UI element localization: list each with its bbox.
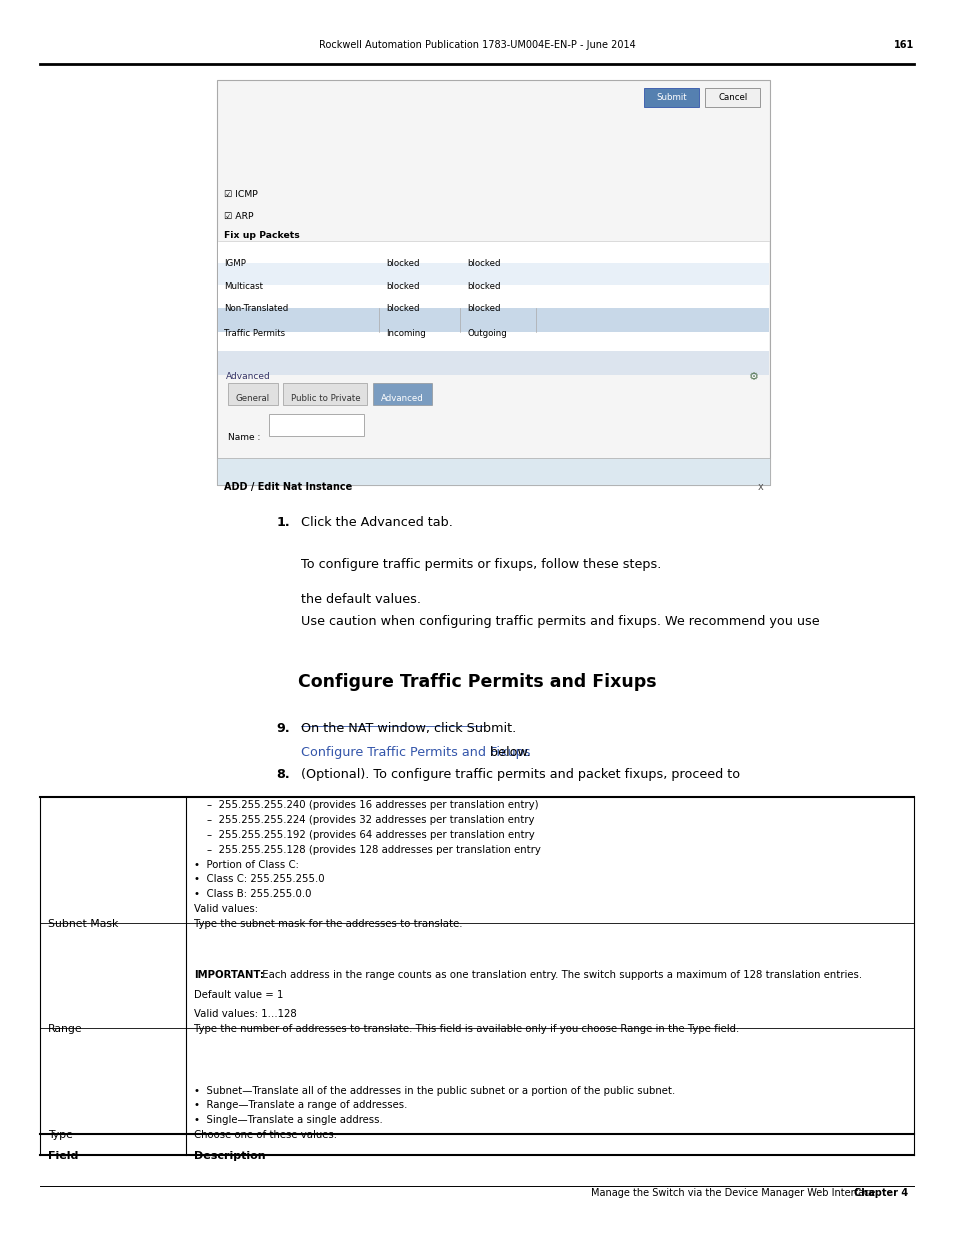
Text: Each address in the range counts as one translation entry. The switch supports a: Each address in the range counts as one … xyxy=(259,971,862,981)
Text: Use caution when configuring traffic permits and fixups. We recommend you use: Use caution when configuring traffic per… xyxy=(300,615,819,629)
Text: Chapter 4: Chapter 4 xyxy=(853,1188,907,1198)
Text: blocked: blocked xyxy=(467,282,500,290)
Text: Traffic Permits: Traffic Permits xyxy=(224,329,285,337)
Bar xyxy=(217,263,768,285)
Text: blocked: blocked xyxy=(467,304,500,312)
Text: Type the subnet mask for the addresses to translate.: Type the subnet mask for the addresses t… xyxy=(193,919,461,929)
Text: ☑ ARP: ☑ ARP xyxy=(224,212,253,221)
Text: Configure Traffic Permits and Fixups: Configure Traffic Permits and Fixups xyxy=(300,746,530,760)
Text: ⚙: ⚙ xyxy=(748,372,758,382)
Text: 9.: 9. xyxy=(276,722,290,736)
Text: ☑ ICMP: ☑ ICMP xyxy=(224,190,258,199)
Text: Default value = 1: Default value = 1 xyxy=(193,989,283,999)
Bar xyxy=(216,458,769,485)
Text: Name :: Name : xyxy=(228,433,260,442)
Bar xyxy=(373,383,432,405)
Text: IMPORTANT:: IMPORTANT: xyxy=(193,971,263,981)
Bar xyxy=(217,308,768,332)
Text: ADD / Edit Nat Instance: ADD / Edit Nat Instance xyxy=(224,482,352,492)
Text: Field: Field xyxy=(48,1151,78,1161)
Text: Incoming: Incoming xyxy=(386,329,426,337)
Text: •  Range—Translate a range of addresses.: • Range—Translate a range of addresses. xyxy=(193,1100,407,1110)
Text: Click the Advanced tab.: Click the Advanced tab. xyxy=(300,516,452,530)
Bar xyxy=(217,332,768,351)
Text: below.: below. xyxy=(485,746,530,760)
Text: Advanced: Advanced xyxy=(381,394,423,403)
Bar xyxy=(643,88,699,107)
Bar xyxy=(216,80,769,485)
Text: –  255.255.255.224 (provides 32 addresses per translation entry: – 255.255.255.224 (provides 32 addresses… xyxy=(193,815,534,825)
Text: Public to Private: Public to Private xyxy=(291,394,359,403)
Text: •  Single—Translate a single address.: • Single—Translate a single address. xyxy=(193,1115,382,1125)
Bar xyxy=(217,285,768,308)
Text: x: x xyxy=(757,482,762,492)
Bar xyxy=(228,383,277,405)
Text: To configure traffic permits or fixups, follow these steps.: To configure traffic permits or fixups, … xyxy=(300,558,660,572)
Text: the default values.: the default values. xyxy=(300,593,420,606)
Text: Choose one of these values:: Choose one of these values: xyxy=(193,1130,336,1140)
Text: •  Portion of Class C:: • Portion of Class C: xyxy=(193,860,298,869)
Bar xyxy=(269,414,364,436)
Text: 1.: 1. xyxy=(276,516,290,530)
Text: –  255.255.255.240 (provides 16 addresses per translation entry): – 255.255.255.240 (provides 16 addresses… xyxy=(193,800,537,810)
Text: 161: 161 xyxy=(893,40,913,49)
Text: Valid values:: Valid values: xyxy=(193,904,257,914)
Text: Description: Description xyxy=(193,1151,265,1161)
Text: Configure Traffic Permits and Fixups: Configure Traffic Permits and Fixups xyxy=(297,673,656,692)
Text: blocked: blocked xyxy=(386,282,419,290)
Text: •  Class C: 255.255.255.0: • Class C: 255.255.255.0 xyxy=(193,874,324,884)
Text: Advanced: Advanced xyxy=(226,372,271,380)
Text: Rockwell Automation Publication 1783-UM004E-EN-P - June 2014: Rockwell Automation Publication 1783-UM0… xyxy=(318,40,635,49)
Text: Non-Translated: Non-Translated xyxy=(224,304,288,312)
Text: On the NAT window, click Submit.: On the NAT window, click Submit. xyxy=(300,722,516,736)
Text: Submit: Submit xyxy=(656,93,686,103)
Text: •  Class B: 255.255.0.0: • Class B: 255.255.0.0 xyxy=(193,889,311,899)
Text: Outgoing: Outgoing xyxy=(467,329,507,337)
Text: Cancel: Cancel xyxy=(718,93,746,103)
Text: blocked: blocked xyxy=(386,304,419,312)
Text: blocked: blocked xyxy=(467,259,500,268)
Text: Manage the Switch via the Device Manager Web Interface: Manage the Switch via the Device Manager… xyxy=(591,1188,875,1198)
Text: Fix up Packets: Fix up Packets xyxy=(224,231,299,240)
Text: 8.: 8. xyxy=(276,768,290,782)
Text: blocked: blocked xyxy=(386,259,419,268)
Bar xyxy=(704,88,760,107)
Text: –  255.255.255.192 (provides 64 addresses per translation entry: – 255.255.255.192 (provides 64 addresses… xyxy=(193,830,534,840)
Text: IGMP: IGMP xyxy=(224,259,246,268)
Text: Type the number of addresses to translate. This field is available only if you c: Type the number of addresses to translat… xyxy=(193,1024,739,1034)
Bar xyxy=(217,241,768,263)
Text: (Optional). To configure traffic permits and packet fixups, proceed to: (Optional). To configure traffic permits… xyxy=(300,768,739,782)
Bar xyxy=(217,351,768,375)
Text: Type: Type xyxy=(48,1130,72,1140)
Text: •  Subnet—Translate all of the addresses in the public subnet or a portion of th: • Subnet—Translate all of the addresses … xyxy=(193,1086,674,1095)
Text: Multicast: Multicast xyxy=(224,282,263,290)
Bar xyxy=(283,383,367,405)
Text: Range: Range xyxy=(48,1024,82,1034)
Text: Subnet Mask: Subnet Mask xyxy=(48,919,118,929)
Text: Valid values: 1…128: Valid values: 1…128 xyxy=(193,1009,296,1019)
Text: –  255.255.255.128 (provides 128 addresses per translation entry: – 255.255.255.128 (provides 128 addresse… xyxy=(193,845,540,855)
Text: General: General xyxy=(235,394,270,403)
